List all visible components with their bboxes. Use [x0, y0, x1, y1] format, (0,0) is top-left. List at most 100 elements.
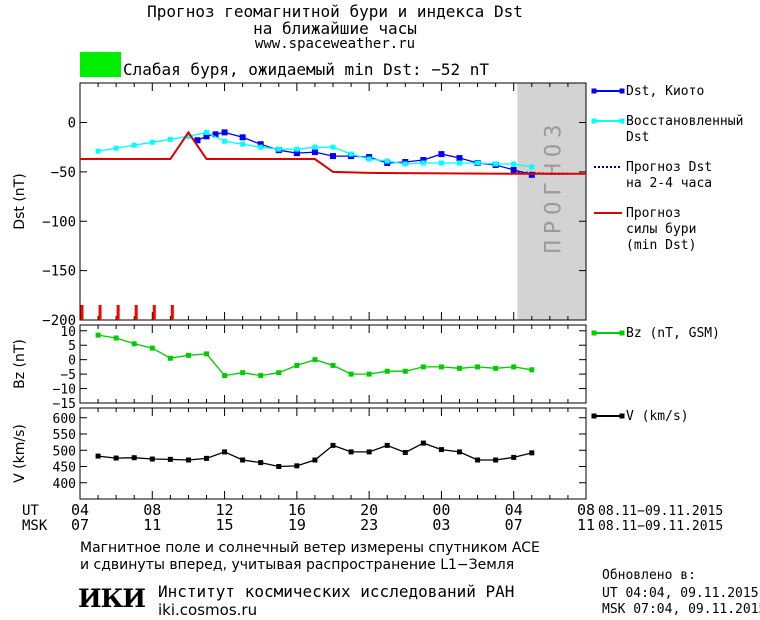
storm-level-badge: [80, 52, 121, 77]
data-point: [529, 450, 535, 456]
legend-marker: [619, 413, 625, 419]
y-axis-label: V (km/s): [12, 424, 28, 483]
data-point: [475, 160, 481, 166]
y-tick-label: 450: [53, 461, 76, 476]
legend-marker: [591, 413, 597, 419]
data-point: [113, 145, 119, 151]
y-tick-label: −100: [42, 214, 76, 230]
msk-tick-label: 11: [577, 516, 595, 534]
legend-marker: [619, 330, 625, 336]
data-point: [204, 455, 209, 461]
y-tick-label: −5: [60, 368, 76, 383]
y-tick-label: 500: [53, 444, 76, 459]
data-point: [95, 148, 101, 154]
data-point: [258, 373, 264, 379]
legend-label: Восстановленный: [626, 114, 743, 129]
legend-label: V (km/s): [626, 409, 689, 424]
data-point: [402, 368, 408, 374]
data-point: [384, 158, 390, 164]
data-point: [330, 362, 336, 368]
data-point: [239, 134, 246, 141]
data-point: [438, 447, 444, 453]
data-point: [185, 457, 191, 463]
data-point: [222, 449, 228, 455]
legend-marker: [619, 88, 625, 94]
iki-logo: ИКИ: [78, 584, 146, 613]
data-point: [258, 144, 264, 150]
legend-label: Прогноз Dst: [626, 160, 712, 175]
ut-tick-label: 04: [71, 501, 89, 519]
data-point: [456, 155, 463, 162]
data-point: [348, 371, 354, 377]
series-line: [80, 130, 586, 175]
plot-frame: [79, 82, 587, 321]
chart-subtitle: на ближайшие часы: [253, 19, 417, 38]
data-point: [312, 357, 318, 363]
y-tick-label: −200: [42, 313, 76, 329]
legend-label: (min Dst): [626, 238, 696, 253]
data-point: [438, 160, 444, 166]
ut-tick-label: 08: [577, 501, 595, 519]
msk-tick-label: 03: [432, 516, 450, 534]
updated-label: Обновлено в:: [602, 568, 696, 583]
data-point: [222, 138, 228, 144]
data-point: [420, 157, 427, 164]
y-tick-label: 0: [68, 116, 76, 132]
plot-frame: [79, 407, 587, 500]
data-point: [348, 449, 354, 455]
data-point: [95, 332, 101, 338]
data-point: [194, 137, 201, 144]
msk-tick-label: 11: [143, 516, 161, 534]
data-point: [510, 166, 517, 173]
data-point: [475, 364, 481, 370]
data-point: [293, 150, 300, 157]
series-line: [197, 131, 532, 176]
legend-label: Прогноз: [626, 206, 681, 221]
y-tick-label: −50: [51, 165, 76, 181]
data-point: [167, 355, 173, 361]
data-point: [149, 345, 155, 351]
data-point: [457, 160, 462, 166]
data-point: [366, 156, 372, 162]
data-point: [113, 335, 119, 341]
y-axis-label: Bz (nT): [12, 339, 28, 389]
data-point: [312, 144, 318, 150]
ut-tick-label: 16: [288, 501, 306, 519]
y-tick-label: 400: [53, 477, 76, 492]
msk-tick-label: 23: [360, 516, 378, 534]
data-point: [276, 146, 282, 152]
y-tick-label: 10: [60, 325, 76, 340]
legend-marker: [591, 118, 597, 124]
msk-axis-label: MSK: [22, 518, 48, 534]
updated-ut: UT 04:04, 09.11.2015: [602, 586, 759, 601]
data-point: [113, 455, 119, 461]
y-tick-label: 0: [68, 354, 76, 369]
ut-tick-label: 00: [432, 501, 450, 519]
data-point: [384, 368, 390, 374]
y-axis-label: Dst (nT): [12, 173, 28, 229]
data-point: [240, 141, 246, 147]
y-tick-label: −15: [53, 397, 76, 412]
data-point: [95, 453, 101, 459]
data-point: [529, 164, 535, 170]
legend-marker: [591, 330, 597, 336]
institute-name: Институт космических исследований РАН: [158, 582, 515, 601]
legend-label: Bz (nT, GSM): [626, 326, 720, 341]
data-point: [366, 371, 372, 377]
legend-label: Dst, Киото: [626, 84, 704, 99]
y-tick-label: 550: [53, 428, 76, 443]
series-line: [98, 442, 532, 468]
msk-tick-label: 07: [71, 516, 89, 534]
data-point: [294, 463, 300, 469]
data-point: [528, 171, 535, 178]
data-point: [420, 440, 426, 446]
data-point: [212, 131, 219, 138]
msk-tick-label: 15: [216, 516, 234, 534]
ut-tick-label: 20: [360, 501, 378, 519]
ut-tick-label: 12: [216, 501, 234, 519]
data-point: [475, 457, 481, 463]
data-point: [149, 456, 155, 462]
y-tick-label: −150: [42, 264, 76, 280]
institute-site-link[interactable]: iki.cosmos.ru: [158, 601, 258, 619]
